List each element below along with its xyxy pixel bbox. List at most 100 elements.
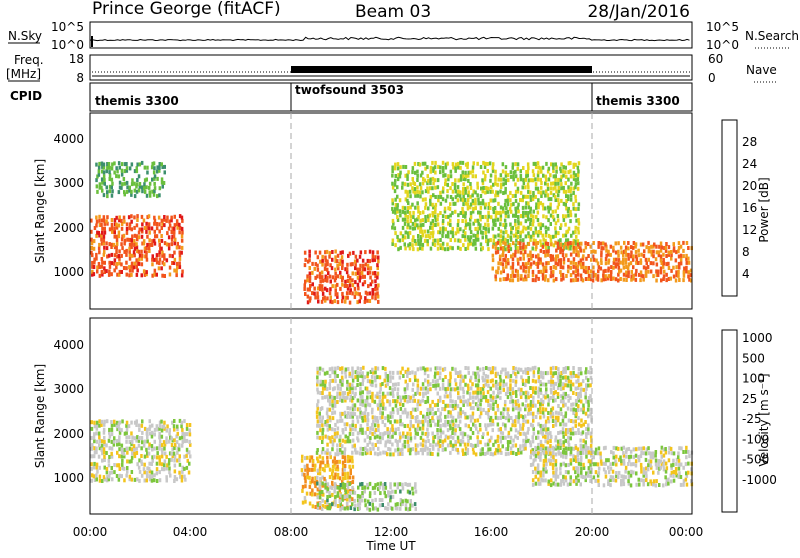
echo-cell <box>512 266 514 270</box>
echo-cell <box>424 448 427 452</box>
power-colorbar-tick: 12 <box>742 223 757 237</box>
echo-cell <box>505 383 508 387</box>
echo-cell <box>171 443 174 447</box>
echo-cell <box>528 270 531 274</box>
echo-cell <box>424 239 427 243</box>
echo-cell <box>565 392 568 396</box>
echo-cell <box>575 424 578 428</box>
echo-cell <box>450 238 453 242</box>
echo-cell <box>346 506 349 510</box>
echo-cell <box>532 278 535 282</box>
echo-cell <box>604 274 607 278</box>
echo-cell <box>327 482 330 486</box>
echo-cell <box>577 479 580 483</box>
echo-cell <box>587 378 590 382</box>
echo-cell <box>309 272 312 276</box>
echo-cell <box>357 399 360 403</box>
echo-cell <box>638 483 641 487</box>
echo-cell <box>639 278 642 282</box>
echo-cell <box>464 443 467 447</box>
echo-cell <box>145 250 148 254</box>
echo-cell <box>118 454 121 458</box>
echo-cell <box>570 266 573 270</box>
echo-cell <box>517 226 520 230</box>
echo-cell <box>534 404 537 408</box>
echo-cell <box>429 411 432 415</box>
echo-cell <box>319 260 322 264</box>
echo-cell <box>156 462 159 466</box>
echo-cell <box>560 430 563 434</box>
echo-cell <box>544 439 547 443</box>
echo-cell <box>365 263 368 267</box>
echo-cell <box>638 253 641 257</box>
echo-cell <box>519 432 522 436</box>
echo-cell <box>145 230 148 234</box>
echo-cell <box>449 375 452 379</box>
echo-cell <box>515 452 518 456</box>
echo-cell <box>660 270 663 274</box>
echo-cell <box>369 482 372 486</box>
echo-cell <box>509 387 512 391</box>
echo-cell <box>490 215 493 219</box>
echo-cell <box>620 459 623 463</box>
echo-cell <box>116 242 119 246</box>
echo-cell <box>121 270 124 274</box>
echo-cell <box>510 170 512 174</box>
echo-cell <box>447 436 450 440</box>
echo-cell <box>477 387 480 391</box>
echo-cell <box>133 452 136 456</box>
echo-cell <box>430 423 433 427</box>
echo-cell <box>308 258 311 262</box>
echo-cell <box>487 399 490 403</box>
echo-cell <box>367 412 370 416</box>
echo-cell <box>181 270 184 274</box>
echo-cell <box>312 504 315 508</box>
echo-cell <box>652 471 655 475</box>
echo-cell <box>145 185 148 189</box>
echo-cell <box>411 370 414 374</box>
echo-cell <box>399 209 402 213</box>
echo-cell <box>414 218 417 222</box>
echo-cell <box>569 161 572 165</box>
echo-cell <box>515 428 518 432</box>
echo-cell <box>90 251 93 255</box>
echo-cell <box>479 440 482 444</box>
echo-cell <box>339 392 342 396</box>
echo-cell <box>489 403 492 407</box>
echo-cell <box>419 194 422 198</box>
echo-cell <box>562 214 565 218</box>
echo-cell <box>475 247 478 251</box>
echo-cell <box>508 431 511 435</box>
echo-cell <box>547 193 550 197</box>
echo-cell <box>529 368 532 372</box>
echo-cell <box>319 367 322 371</box>
echo-cell <box>564 375 567 379</box>
echo-cell <box>131 234 134 238</box>
echo-cell <box>317 255 320 259</box>
echo-cell <box>462 202 465 206</box>
echo-cell <box>469 392 472 396</box>
power-colorbar-tick: 4 <box>742 267 750 281</box>
echo-cell <box>351 456 354 460</box>
echo-cell <box>130 220 133 224</box>
echo-cell <box>447 215 450 219</box>
echo-cell <box>655 450 658 454</box>
echo-cell <box>347 439 350 443</box>
echo-cell <box>550 435 553 439</box>
echo-cell <box>504 242 507 246</box>
echo-cell <box>472 400 475 404</box>
echo-cell <box>346 494 349 498</box>
echo-cell <box>475 452 478 456</box>
echo-cell <box>558 202 561 206</box>
echo-cell <box>559 375 562 379</box>
echo-cell <box>454 183 457 187</box>
echo-cell <box>472 234 475 238</box>
echo-cell <box>391 166 394 170</box>
echo-cell <box>121 173 124 177</box>
echo-cell <box>500 183 503 187</box>
echo-cell <box>334 371 337 375</box>
echo-cell <box>317 419 320 423</box>
echo-cell <box>144 190 147 194</box>
echo-cell <box>567 258 570 262</box>
echo-cell <box>494 274 497 278</box>
